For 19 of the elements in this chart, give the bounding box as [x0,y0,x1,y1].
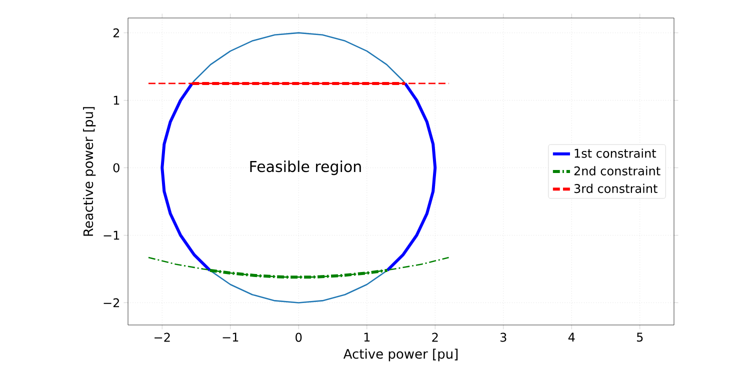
legend-label: 3rd constraint [574,184,658,194]
y-tick-label: 2 [113,28,120,38]
x-tick-label: 2 [432,332,438,342]
x-tick-label: 3 [500,332,506,342]
x-tick-label: 4 [568,332,575,342]
y-axis-title: Reactive power [pu] [83,107,96,236]
x-tick-label: 0 [296,332,302,342]
y-tick-label: 1 [114,96,120,105]
y-tick-label: −2 [104,298,120,308]
y-tick-label: 0 [113,163,120,172]
x-tick-label: 1 [364,332,370,342]
x-tick-label: −1 [222,332,238,342]
annotation: Feasible region [250,160,361,176]
x-tick-label: −2 [154,332,170,342]
x-axis-title: Active power [pu] [343,348,458,362]
y-tick-label: −1 [104,230,120,240]
legend-label: 1st constraint [574,148,656,158]
legend-label: 2nd constraint [574,166,660,176]
x-tick-label: 5 [636,332,643,342]
